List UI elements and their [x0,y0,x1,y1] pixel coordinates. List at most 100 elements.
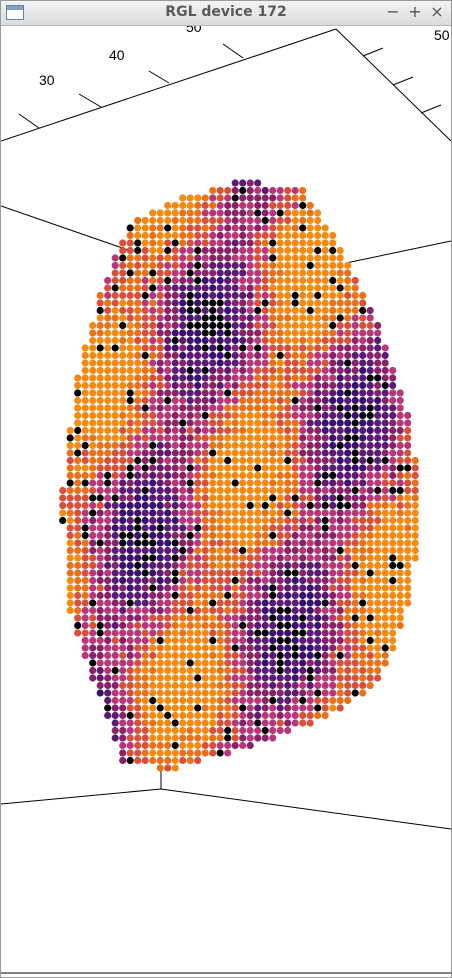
maximize-button[interactable]: + [408,2,422,21]
point [351,321,359,330]
point [209,501,217,510]
point [261,449,269,457]
point [96,411,104,420]
point [216,344,224,352]
point [126,651,134,660]
point [374,434,382,442]
point [194,336,202,345]
point [179,336,187,345]
point [216,306,224,315]
point [254,614,262,622]
point [186,419,194,427]
point [216,636,224,645]
point [381,441,389,450]
point [366,659,374,667]
point [201,306,209,315]
point [366,681,374,690]
point [186,329,194,337]
point [119,396,127,405]
point [291,351,299,360]
point [276,591,284,600]
point [374,614,382,622]
point [321,381,329,390]
point [104,494,112,502]
point [231,501,239,510]
point [359,689,367,697]
point [201,569,209,577]
point [224,239,232,247]
tick-label: 30 [39,72,55,88]
point [261,456,269,465]
point [111,306,119,315]
point [254,389,262,397]
point [81,651,89,660]
point [179,599,187,607]
point [201,269,209,277]
point [321,569,329,577]
point [126,404,134,412]
point [329,494,337,502]
point [194,494,202,502]
point [246,351,254,360]
window-icon[interactable] [6,5,24,20]
point [156,509,164,517]
point [366,344,374,352]
point [321,314,329,322]
point [126,456,134,465]
point [164,576,172,585]
close-button[interactable]: × [430,2,444,21]
point [134,276,142,285]
point [404,456,412,465]
point [381,471,389,480]
point [336,314,344,322]
point [126,344,134,352]
point [299,636,307,645]
point [261,726,269,735]
point [104,419,112,427]
point [254,494,262,502]
point [336,486,344,495]
point [134,561,142,570]
point [74,591,82,600]
point [239,539,247,547]
point [276,696,284,705]
point [81,389,89,397]
point [111,284,119,292]
point [224,749,232,757]
point [246,359,254,367]
point [276,576,284,585]
point [149,576,157,585]
point [111,299,119,307]
point [239,554,247,562]
point [351,584,359,592]
point [284,419,292,427]
point [299,419,307,427]
point [134,666,142,675]
point [96,471,104,480]
point [156,419,164,427]
point [306,539,314,547]
point [171,614,179,622]
point [111,441,119,450]
point [246,306,254,315]
point [231,321,239,330]
point [306,621,314,630]
point [306,344,314,352]
point [261,501,269,510]
point [224,374,232,382]
point [246,674,254,682]
point [209,486,217,495]
point [119,329,127,337]
point [231,434,239,442]
point [344,689,352,697]
point [306,329,314,337]
point [186,299,194,307]
point [374,644,382,652]
point [201,449,209,457]
point [321,531,329,540]
point [411,486,419,495]
point [194,261,202,270]
point [284,524,292,532]
minimize-button[interactable]: − [386,2,400,21]
point [89,501,97,510]
